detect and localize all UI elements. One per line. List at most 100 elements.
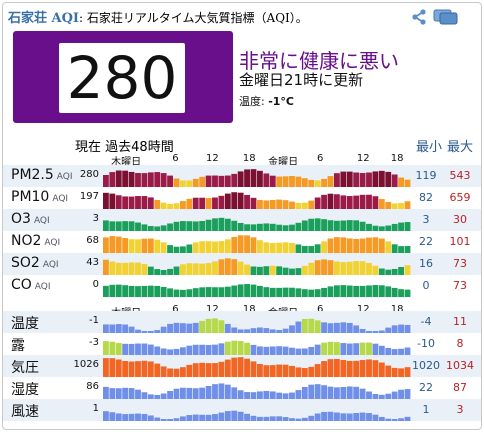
history-bar <box>276 224 283 231</box>
row-pm10[interactable]: PM10 AQI 197 82 659 <box>3 187 481 209</box>
history-bar <box>109 172 116 187</box>
history-bar <box>340 322 347 333</box>
history-bar <box>391 325 398 333</box>
share-icon[interactable] <box>411 9 427 25</box>
row-dew[interactable]: 露 -3 -10 8 <box>3 333 481 355</box>
history-bar <box>289 224 295 231</box>
window-icon[interactable] <box>433 9 459 25</box>
row-pm25[interactable]: PM2.5 AQI 280 119 543 <box>3 165 481 187</box>
row-name: PM2.5 AQI <box>11 167 73 183</box>
history-bar <box>115 221 122 231</box>
history-bar <box>180 180 186 187</box>
history-bar <box>257 391 263 399</box>
history-bar <box>404 389 411 399</box>
history-bar <box>109 341 116 355</box>
history-bar <box>353 238 360 253</box>
history-bar <box>212 318 218 333</box>
history-bar <box>122 262 129 275</box>
history-bar <box>276 346 283 355</box>
history-bar <box>231 173 238 187</box>
history-bar <box>122 238 129 253</box>
history-bar <box>250 415 257 421</box>
history-bar <box>160 202 167 209</box>
max-column-header: 最大 <box>447 140 474 155</box>
history-bar <box>301 368 308 377</box>
history-bar <box>122 324 129 333</box>
history-bar <box>308 246 315 253</box>
axis-label: 12 <box>205 153 219 164</box>
row-temp[interactable]: 温度 -1 -4 11 <box>3 311 481 333</box>
history-bar <box>250 197 257 209</box>
history-bar <box>385 286 392 297</box>
history-bar <box>295 222 302 231</box>
history-bar <box>224 341 231 355</box>
history-bar <box>378 394 385 399</box>
row-current-value: -3 <box>89 337 99 348</box>
history-bar <box>205 198 212 209</box>
history-bar <box>154 172 161 187</box>
history-bar <box>199 387 206 399</box>
history-bar <box>115 413 122 421</box>
history-bar <box>218 217 225 231</box>
history-bar <box>231 259 238 275</box>
history-bar <box>353 343 360 355</box>
history-bar <box>308 289 315 297</box>
history-bar <box>257 327 263 333</box>
history-bar <box>372 285 379 297</box>
history-bar <box>199 220 206 231</box>
history-bar <box>366 391 372 399</box>
history-bar <box>327 386 334 399</box>
history-bar <box>212 197 218 209</box>
history-bar <box>321 411 327 421</box>
history-bar <box>327 341 334 355</box>
history-bar <box>391 287 398 297</box>
history-bar <box>378 416 385 421</box>
history-bar <box>173 368 180 377</box>
row-pressure[interactable]: 気圧 1026 1020 1034 <box>3 355 481 377</box>
row-min-value: 3 <box>422 213 430 226</box>
history-bar <box>289 418 295 421</box>
row-o3[interactable]: O3 AQI 3 3 30 <box>3 209 481 231</box>
history-bar <box>212 175 218 187</box>
history-bar <box>212 261 218 275</box>
history-bar <box>346 413 353 421</box>
row-co[interactable]: CO AQI 0 0 73 <box>3 275 481 297</box>
row-no2[interactable]: NO2 AQI 68 22 101 <box>3 231 481 253</box>
row-wind[interactable]: 風速 1 1 3 <box>3 399 481 421</box>
history-bar <box>301 220 308 231</box>
axis-label: 12 <box>205 304 219 315</box>
history-bar <box>186 289 193 297</box>
history-bar <box>167 223 173 231</box>
history-bar <box>398 289 404 297</box>
history-bar <box>366 359 372 377</box>
history-bar <box>359 221 366 231</box>
history-bar <box>359 261 366 275</box>
history-bar <box>334 342 340 355</box>
city-link[interactable]: 石家荘 AQI <box>8 11 80 26</box>
history-bars <box>103 383 411 399</box>
history-bar <box>160 269 167 275</box>
history-bar <box>167 368 173 377</box>
row-humidity[interactable]: 湿度 86 22 87 <box>3 377 481 399</box>
history-bar <box>346 322 353 333</box>
history-bars <box>103 169 411 187</box>
history-bar <box>103 358 109 377</box>
row-min-value: 1 <box>422 403 430 416</box>
history-bar <box>257 223 263 231</box>
history-bar <box>398 418 404 421</box>
row-so2[interactable]: SO2 AQI 43 16 73 <box>3 253 481 275</box>
history-bar <box>346 220 353 231</box>
history-bar <box>205 287 212 297</box>
history-bar <box>115 359 122 377</box>
row-current-value: -1 <box>89 315 99 326</box>
history-bar <box>295 367 302 377</box>
row-max-value: 101 <box>449 235 471 248</box>
history-bar <box>205 263 212 275</box>
history-bar <box>321 287 327 297</box>
history-bar <box>353 325 360 333</box>
history-bar <box>308 200 315 209</box>
history-bar <box>321 178 327 187</box>
history-bar <box>359 412 366 421</box>
row-name: 温度 <box>11 313 39 333</box>
history-bar <box>250 224 257 231</box>
